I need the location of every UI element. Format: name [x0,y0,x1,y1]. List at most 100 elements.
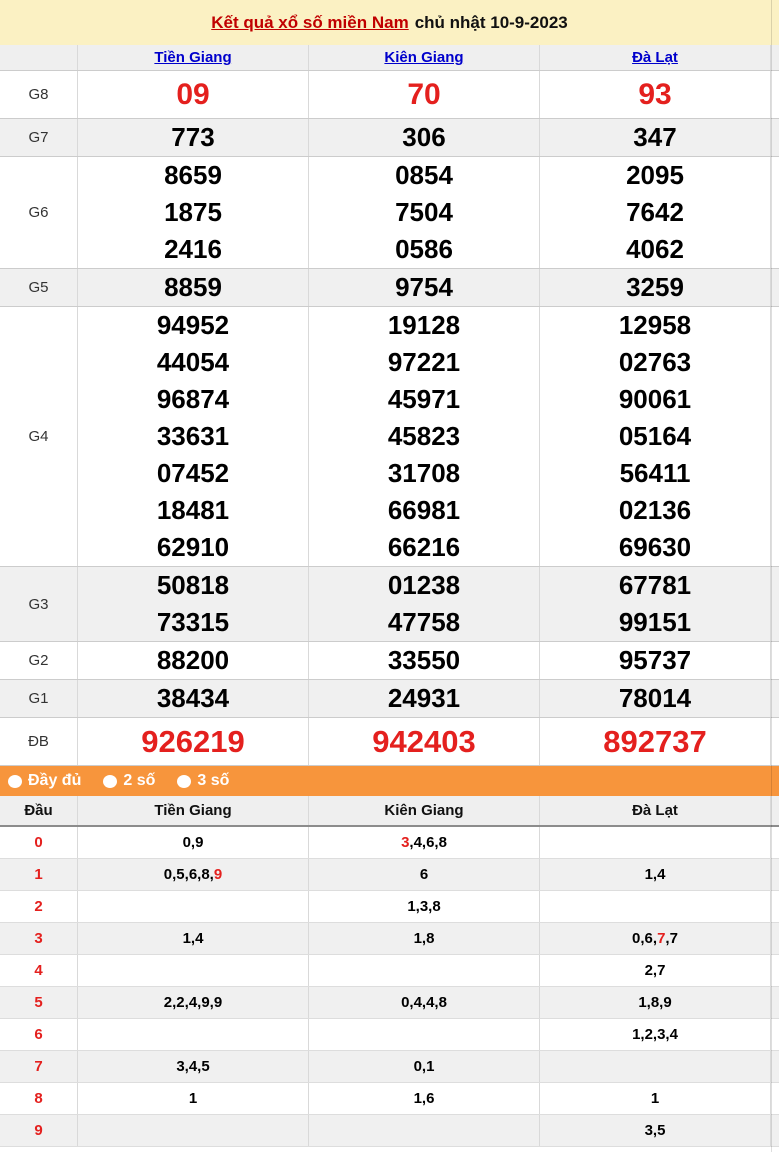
radio-icon [8,774,22,788]
prize-cell-1: 19128 97221 45971 45823 31708 66981 66216 [309,307,540,566]
filter-radio-label: 2 số [123,772,156,789]
head-value-segment: 0,4,4,8 [401,994,447,1011]
head-values-cell-2 [540,891,771,922]
prize-cell-1: 942403 [309,718,540,765]
prize-label: G5 [0,269,78,306]
filter-bar: Đầy đủ 2 số 3 số [0,766,779,796]
province-link-2[interactable]: Đà Lạt [632,49,678,66]
province-link-0[interactable]: Tiền Giang [154,49,232,66]
head-value-segment: 1 [188,1090,198,1107]
prize-cell-2: 93 [540,71,771,118]
head-value-segment: 9 [213,866,223,883]
prize-cell-0: 38434 [78,680,309,717]
head-row-7: 7 3,4,5 0,1 [0,1051,779,1083]
prize-number: 2416 [164,234,222,264]
prize-number: 12958 [618,310,692,340]
prize-cell-2: 95737 [540,642,771,679]
head-value-segment: 1,6 [413,1090,435,1107]
prize-row-g1: G1 38434 24931 78014 [0,680,779,718]
prize-number: 38434 [156,683,230,713]
prize-row-g3: G3 50818 73315 01238 47758 67781 99151 [0,567,779,642]
prize-number: 926219 [141,724,245,759]
prize-number: 67781 [618,570,692,600]
prize-number: 56411 [619,458,691,488]
prize-cell-2: 2095 7642 4062 [540,157,771,268]
head-row-8: 8 1 1,6 1 [0,1083,779,1115]
head-values-cell-2 [540,1051,771,1082]
head-values-cell-0: 2,2,4,9,9 [78,987,309,1018]
prize-number: 78014 [618,683,692,713]
heads-header-row: Đầu Tiền Giang Kiên Giang Đà Lạt [0,796,779,827]
province-link-1[interactable]: Kiên Giang [384,49,464,66]
prize-cell-1: 70 [309,71,540,118]
prize-number: 66981 [387,495,461,525]
title-link[interactable]: Kết quả xổ số miền Nam [211,12,409,32]
prize-label: G4 [0,307,78,566]
filter-radio-0[interactable]: Đầy đủ [8,772,81,790]
head-digit: 0 [0,827,78,858]
head-values-cell-1: 0,1 [309,1051,540,1082]
head-values-cell-1: 1,8 [309,923,540,954]
head-value-segment: 1,8 [413,930,435,947]
prize-number: 8859 [164,272,222,302]
prize-number: 69630 [618,532,692,562]
heads-header-cell-3: Đà Lạt [540,796,771,825]
head-value-segment: 1 [650,1090,660,1107]
head-digit: 1 [0,859,78,890]
results-header-cell: Đà Lạt [540,45,771,70]
head-values-cell-0: 0,9 [78,827,309,858]
prize-number: 2095 [626,160,684,190]
results-header-row: Tiền Giang Kiên Giang Đà Lạt [0,45,779,71]
head-value-segment: 7 [657,930,666,947]
head-row-3: 3 1,4 1,8 0,6, 7,7 [0,923,779,955]
heads-header-cell-0: Đầu [0,796,78,825]
prize-number: 9754 [395,272,453,302]
filter-radio-2[interactable]: 3 số [177,772,229,790]
title-date: chủ nhật 10-9-2023 [414,12,568,32]
prize-cell-0: 50818 73315 [78,567,309,641]
prize-number: 02136 [618,495,692,525]
head-values-cell-2 [540,827,771,858]
head-values-cell-0: 1,4 [78,923,309,954]
head-values-cell-1: 3,4,6,8 [309,827,540,858]
prize-number: 44054 [156,347,230,377]
prize-row-g5: G5 8859 9754 3259 [0,269,779,307]
head-digit: 5 [0,987,78,1018]
prize-number: 18481 [156,495,230,525]
filter-radio-1[interactable]: 2 số [103,772,155,790]
results-header-cell: Tiền Giang [78,45,309,70]
head-digit: 9 [0,1115,78,1146]
prize-number: 02763 [618,347,692,377]
prize-number: 4062 [626,234,684,264]
head-value-segment: 1,4 [182,930,204,947]
prize-number: 66216 [387,532,461,562]
prize-number: 96874 [156,384,230,414]
head-values-cell-2: 2,7 [540,955,771,986]
head-digit: 3 [0,923,78,954]
prize-number: 93 [638,78,672,111]
head-values-cell-0 [78,891,309,922]
head-values-cell-0 [78,1019,309,1050]
prize-number: 90061 [618,384,692,414]
head-digit: 8 [0,1083,78,1114]
prize-cell-0: 773 [78,119,309,156]
head-values-cell-1 [309,1115,540,1146]
prize-cell-0: 09 [78,71,309,118]
prize-number: 0854 [395,160,453,190]
prize-number: 47758 [387,607,461,637]
filter-radio-label: Đầy đủ [28,772,82,789]
prize-row-g6: G6 8659 1875 2416 0854 7504 0586 2095 7642 4062 [0,157,779,269]
prize-number: 88200 [156,645,230,675]
prize-number: 99151 [618,607,692,637]
head-value-segment: 3,4,5 [176,1058,210,1075]
head-digit: 2 [0,891,78,922]
prize-number: 73315 [156,607,230,637]
head-value-segment: ,4,6,8 [409,834,447,851]
prize-number: 09 [176,78,210,111]
prize-cell-2: 892737 [540,718,771,765]
prize-number: 892737 [603,724,707,759]
prize-cell-1: 33550 [309,642,540,679]
prize-number: 62910 [156,532,230,562]
prize-row-g2: G2 88200 33550 95737 [0,642,779,680]
